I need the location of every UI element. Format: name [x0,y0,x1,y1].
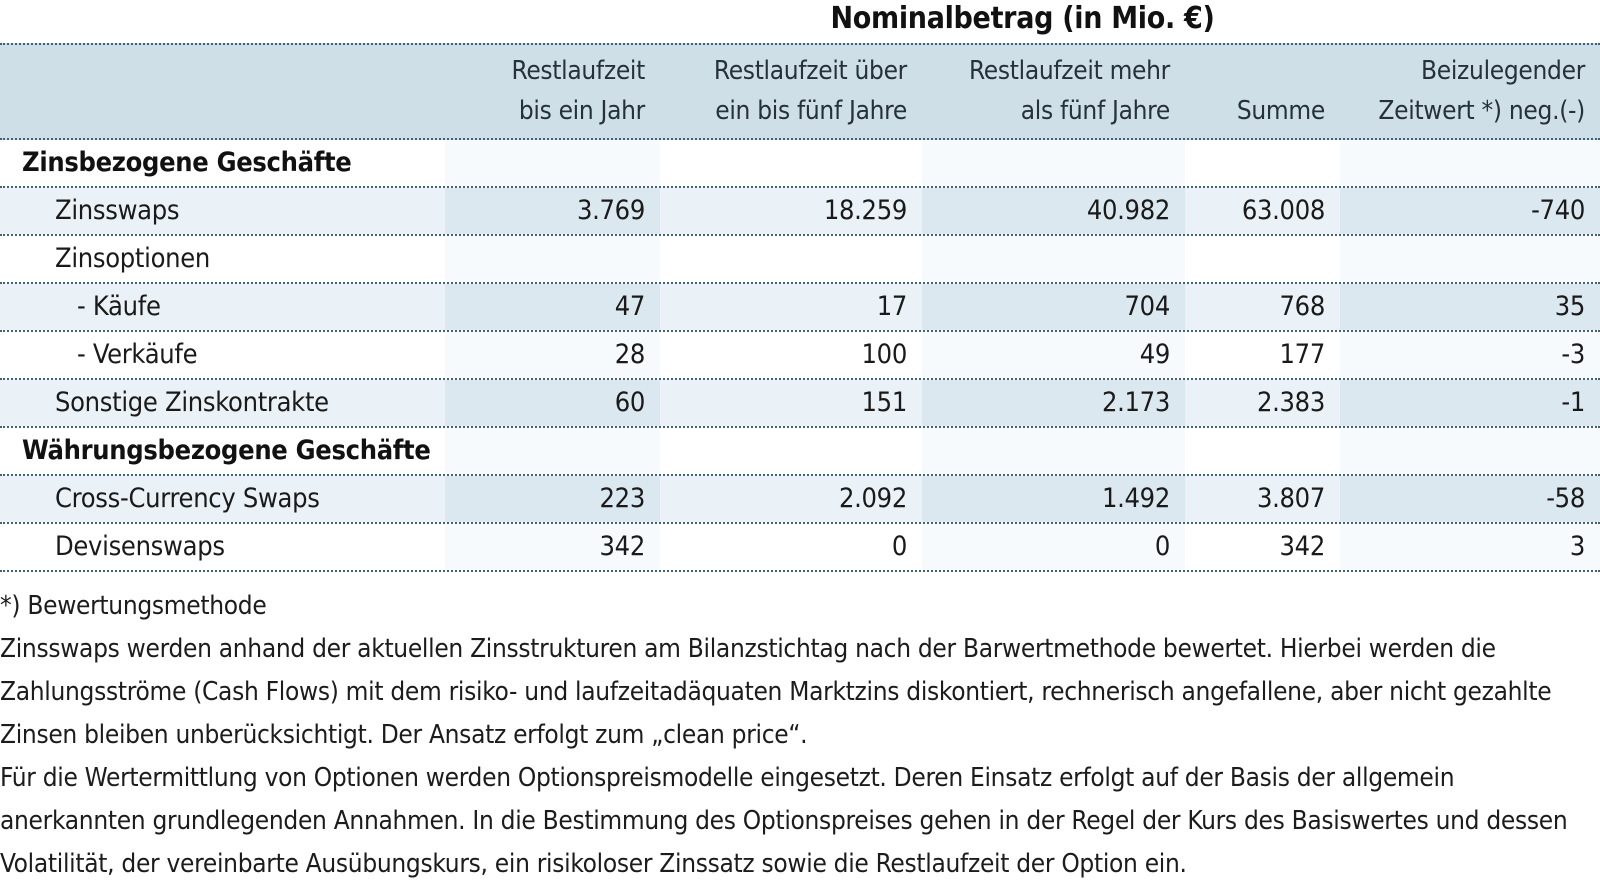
table-cell: 18.259 [660,188,922,234]
table-cell [922,236,1185,282]
table-row-kaeufe: - Käufe 47 17 704 768 35 [0,284,1600,332]
table-cell: 0 [891,531,907,562]
table-cell [1185,236,1340,282]
header-cell-beizulegender-zeitwert: Beizulegender Zeitwert *) neg.(-) [1378,56,1585,126]
table-row-zinsswaps: Zinsswaps 3.769 18.259 40.982 63.008 -74… [0,188,1600,236]
table-row-waehrungsbezogene-geschaefte: Währungsbezogene Geschäfte [0,428,1600,476]
header-cell-restlaufzeit-bis-ein-jahr: Restlaufzeit bis ein Jahr [511,56,646,126]
table-cell: -1 [1340,380,1600,426]
table-cell [1185,428,1340,474]
table-cell: -3 [1340,332,1600,378]
row-label: - Verkäufe [77,339,198,370]
table-row-verkaeufe: - Verkäufe 28 100 49 177 -3 [0,332,1600,380]
derivatives-table: Restlaufzeit bis ein Jahr Restlaufzeit ü… [0,43,1600,572]
table-cell [445,140,660,186]
table-cell: 342 [1279,531,1326,562]
row-label: Zinsbezogene Geschäfte [22,147,352,178]
footnote-paragraph-valuation-options: Für die Wertermittlung von Optionen werd… [0,763,1568,879]
table-cell [1185,140,1340,186]
table-cell [445,428,660,474]
table-cell: 49 [922,332,1185,378]
table-header-row: Restlaufzeit bis ein Jahr Restlaufzeit ü… [0,43,1600,140]
header-cell-rowlabels [0,45,445,138]
table-cell: 47 [445,284,660,330]
table-cell: 40.982 [922,188,1185,234]
table-cell [922,140,1185,186]
title-band: Nominalbetrag (in Mio. €) [0,0,1600,43]
table-cell [660,140,922,186]
row-label: Währungsbezogene Geschäfte [22,435,431,466]
table-cell [1340,140,1600,186]
footnote-heading: *) Bewertungsmethode [0,591,267,621]
table-cell: 342 [445,524,660,570]
table-cell: 704 [922,284,1185,330]
table-cell: 100 [861,339,908,370]
table-cell: 177 [1279,339,1326,370]
row-label: Sonstige Zinskontrakte [0,380,445,426]
row-label: Devisenswaps [55,531,225,562]
table-row-zinsbezogene-geschaefte: Zinsbezogene Geschäfte [0,140,1600,188]
table-cell: 3.807 [1185,476,1340,522]
table-cell: -740 [1340,188,1600,234]
row-label: - Käufe [0,284,445,330]
table-cell [660,236,922,282]
header-cell-restlaufzeit-mehr-als-fuenf: Restlaufzeit mehr als fünf Jahre [968,56,1170,126]
table-cell: 63.008 [1185,188,1340,234]
table-title: Nominalbetrag (in Mio. €) [830,1,1215,36]
footnote-block: *) Bewertungsmethode Zinsswaps werden an… [0,572,1585,886]
footnote-paragraph-valuation-swaps: Zinsswaps werden anhand der aktuellen Zi… [0,634,1552,750]
table-cell: 3.769 [445,188,660,234]
table-cell: 1.492 [922,476,1185,522]
row-label: Zinsswaps [0,188,445,234]
table-cell: 2.173 [922,380,1185,426]
table-cell: 35 [1340,284,1600,330]
table-cell: 2.383 [1185,380,1340,426]
table-cell: 2.092 [660,476,922,522]
table-cell: 17 [660,284,922,330]
table-row-devisenswaps: Devisenswaps 342 0 0 342 3 [0,524,1600,572]
header-cell-restlaufzeit-ein-bis-fuenf: Restlaufzeit über ein bis fünf Jahre [713,56,907,126]
table-cell: 151 [660,380,922,426]
table-cell [445,236,660,282]
table-row-zinsoptionen: Zinsoptionen [0,236,1600,284]
table-cell [660,428,922,474]
table-cell: 3 [1340,524,1600,570]
table-cell: 768 [1185,284,1340,330]
table-cell: 60 [445,380,660,426]
table-cell: -58 [1340,476,1600,522]
table-cell [1340,428,1600,474]
row-label: Cross-Currency Swaps [0,476,445,522]
header-cell-summe: Summe [1236,96,1325,126]
table-cell [922,428,1185,474]
table-row-sonstige-zinskontrakte: Sonstige Zinskontrakte 60 151 2.173 2.38… [0,380,1600,428]
table-row-cross-currency-swaps: Cross-Currency Swaps 223 2.092 1.492 3.8… [0,476,1600,524]
table-cell: 223 [445,476,660,522]
table-cell [1340,236,1600,282]
table-cell: 28 [445,332,660,378]
table-cell: 0 [922,524,1185,570]
row-label: Zinsoptionen [55,243,210,274]
